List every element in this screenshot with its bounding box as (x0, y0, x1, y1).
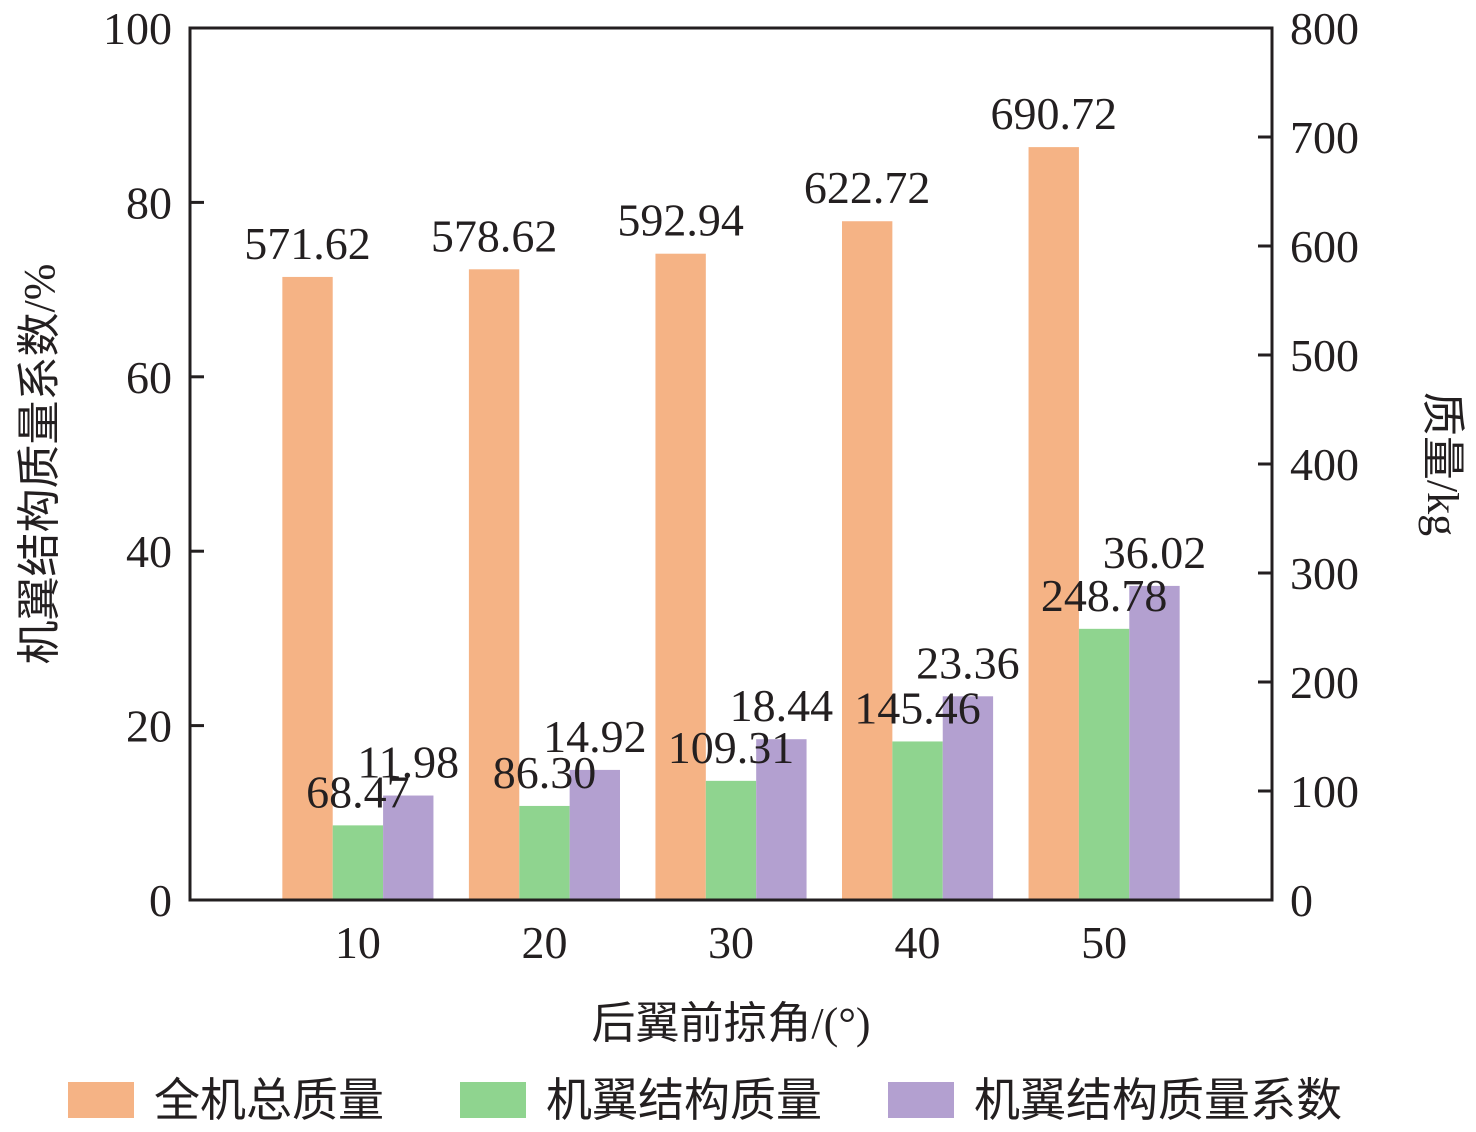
bar-value-label: 248.78 (1041, 570, 1168, 621)
left-tick-label: 80 (126, 177, 172, 228)
bar-value-label: 145.46 (854, 682, 981, 733)
right-tick-label: 700 (1290, 112, 1359, 163)
legend-swatch (460, 1082, 526, 1118)
legend-swatch (888, 1082, 954, 1118)
x-axis-ticks: 10 20 30 40 50 (335, 917, 1127, 968)
bar (756, 739, 807, 900)
bar-value-label: 571.62 (244, 218, 371, 269)
left-tick-label: 40 (126, 526, 172, 577)
left-tick-label: 0 (149, 875, 172, 926)
bar (1078, 628, 1130, 900)
bar (1028, 147, 1079, 900)
bar-value-label: 18.44 (730, 680, 834, 731)
bar-value-label: 11.98 (357, 737, 459, 788)
bars-layer (282, 147, 1180, 900)
bar (841, 221, 893, 900)
bar (655, 253, 706, 900)
right-tick-label: 600 (1290, 221, 1359, 272)
legend: 全机总质量 机翼结构质量 机翼结构质量系数 (68, 1075, 1342, 1126)
left-tick-label: 20 (126, 701, 172, 752)
legend-label: 机翼结构质量 (546, 1075, 822, 1126)
bar (1129, 585, 1180, 900)
bar (519, 805, 570, 900)
x-axis-title: 后翼前掠角/(°) (591, 999, 870, 1048)
bar (282, 276, 333, 900)
legend-swatch (68, 1082, 134, 1118)
bar-value-label: 14.92 (543, 711, 647, 762)
right-tick-label: 800 (1290, 3, 1359, 54)
right-tick-label: 400 (1290, 439, 1359, 490)
bar-value-label: 592.94 (617, 195, 744, 246)
right-axis-ticks: 0 100 200 300 400 500 600 700 800 (1258, 3, 1359, 926)
left-axis-title: 机翼结构质量系数/% (15, 264, 64, 665)
left-tick-label: 60 (126, 352, 172, 403)
bar (942, 696, 994, 900)
bar-value-label: 109.31 (668, 722, 795, 773)
bar (383, 795, 434, 900)
legend-label: 全机总质量 (154, 1075, 384, 1126)
bar-value-label: 578.62 (431, 210, 558, 261)
left-tick-label: 100 (103, 3, 172, 54)
bar-value-label: 622.72 (804, 162, 931, 213)
bar (892, 741, 943, 900)
bar-value-label: 23.36 (916, 637, 1020, 688)
right-tick-label: 100 (1290, 766, 1359, 817)
bar (569, 769, 621, 900)
right-tick-label: 300 (1290, 548, 1359, 599)
x-tick-label: 30 (708, 917, 754, 968)
x-tick-label: 10 (335, 917, 381, 968)
x-tick-label: 20 (521, 917, 567, 968)
legend-label: 机翼结构质量系数 (974, 1075, 1342, 1126)
right-axis-title: 质量/kg (1418, 392, 1467, 536)
right-tick-label: 0 (1290, 875, 1313, 926)
bar-value-label: 690.72 (990, 88, 1117, 139)
bar (468, 269, 520, 900)
left-axis-ticks: 0 20 40 60 80 100 (103, 3, 204, 926)
right-tick-label: 500 (1290, 330, 1359, 381)
x-tick-label: 50 (1081, 917, 1127, 968)
bar-value-label: 68.47 (306, 766, 410, 817)
bar (705, 780, 757, 900)
x-tick-label: 40 (895, 917, 941, 968)
bar (332, 825, 384, 900)
bar-value-label: 86.30 (493, 747, 597, 798)
right-tick-label: 200 (1290, 657, 1359, 708)
bar-value-label: 36.02 (1103, 527, 1207, 578)
